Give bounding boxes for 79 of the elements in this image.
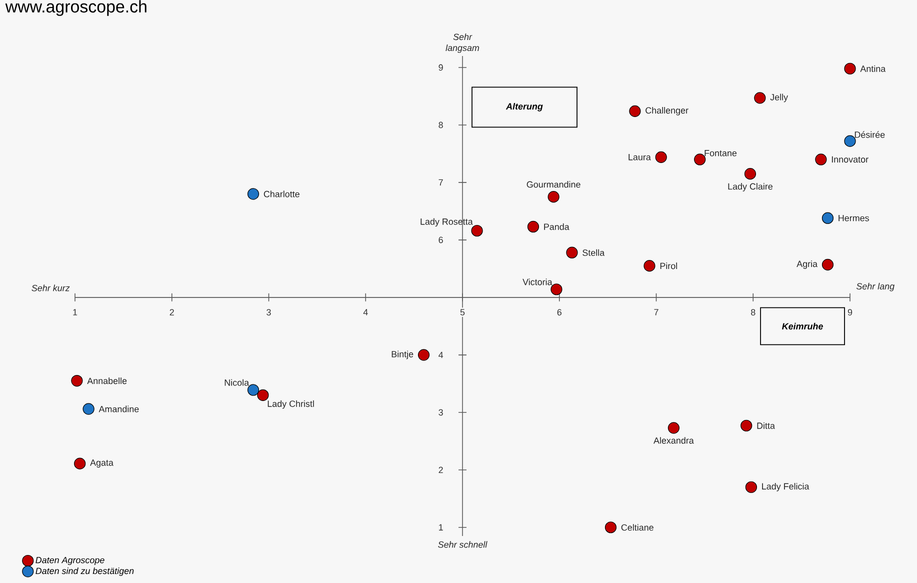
text: www.agroscope.ch	[5, 0, 146, 16]
text: Sehr kurz	[32, 284, 70, 292]
x-tick-label: 5	[460, 309, 465, 316]
y-tick-label: 9	[438, 64, 443, 71]
x-tick-label: 9	[848, 309, 852, 316]
point	[822, 212, 834, 224]
annotation: Lady Claire	[728, 183, 772, 192]
x-tick-label: 2	[170, 309, 174, 316]
point	[644, 260, 656, 272]
annotation: Panda	[544, 223, 570, 230]
point	[668, 422, 680, 434]
point	[550, 284, 562, 296]
annotation: Ditta	[757, 422, 775, 429]
x-tick-label: 4	[363, 309, 368, 316]
annotation: Jelly	[770, 94, 788, 102]
text: Sehr lang	[856, 282, 894, 292]
point	[548, 191, 560, 203]
y-tick-label: 8	[438, 122, 443, 128]
point	[754, 92, 766, 104]
point	[418, 349, 430, 361]
point	[844, 135, 856, 147]
annotation: Amandine	[98, 406, 139, 412]
annotation: Lady Christl	[268, 400, 314, 409]
annotation: Agata	[90, 460, 114, 468]
point	[566, 246, 578, 258]
point	[629, 105, 641, 117]
annotation: Gourmandine	[526, 181, 580, 188]
legend-label: Daten sind zu bestätigen	[36, 567, 134, 576]
x-tick-label: 1	[73, 309, 78, 316]
annotation: Stella	[582, 249, 605, 256]
annotation: Agria	[796, 260, 818, 269]
annotation: Alexandra	[654, 437, 694, 444]
annotation: Lady Felicia	[762, 482, 810, 492]
annotation: Victoria	[522, 278, 552, 286]
point	[655, 151, 667, 163]
text: Sehr langsam	[446, 33, 480, 53]
annotation: Charlotte	[264, 190, 300, 198]
point	[247, 188, 260, 200]
point	[82, 403, 94, 415]
y-tick-label: 3	[438, 409, 443, 416]
point	[471, 224, 483, 237]
annotation: Hermes	[838, 214, 869, 222]
point	[257, 389, 269, 401]
annotation: Celtiane	[621, 524, 654, 531]
legend-label: Daten Agroscope	[36, 556, 104, 566]
point	[822, 258, 834, 270]
annotation: Désirée	[854, 131, 885, 138]
annotation: Annabelle	[87, 377, 127, 384]
annotation: Keimruhe	[782, 322, 823, 330]
annotation: Bintje	[392, 350, 414, 360]
text: Sehr schnell	[438, 541, 488, 548]
x-tick-label: 8	[751, 309, 756, 316]
annotation: Laura	[628, 154, 651, 160]
point	[744, 168, 756, 180]
y-tick-label: 4	[438, 352, 444, 358]
x-tick-label: 7	[654, 309, 658, 316]
point	[527, 220, 540, 233]
annotation: Challenger	[646, 106, 688, 116]
point	[71, 374, 83, 387]
x-tick-label: 6	[557, 309, 562, 316]
annotation: Antina	[860, 65, 886, 72]
point	[694, 154, 706, 166]
y-tick-label: 1	[439, 524, 443, 530]
point	[745, 481, 757, 493]
point	[247, 384, 260, 396]
y-tick-label: 6	[438, 236, 443, 244]
annotation: Nicola	[224, 379, 250, 386]
y-tick-label: 7	[438, 179, 443, 186]
y-tick-label: 2	[438, 466, 443, 474]
point	[740, 420, 752, 432]
annotation: Pirol	[660, 262, 678, 270]
annotation: Innovator	[832, 156, 868, 163]
x-tick-label: 3	[266, 309, 271, 316]
annotation: Fontane	[704, 150, 737, 156]
point	[74, 458, 86, 470]
annotation: Alterung	[506, 102, 543, 112]
point	[604, 522, 617, 534]
point	[815, 154, 827, 166]
point	[844, 62, 856, 74]
